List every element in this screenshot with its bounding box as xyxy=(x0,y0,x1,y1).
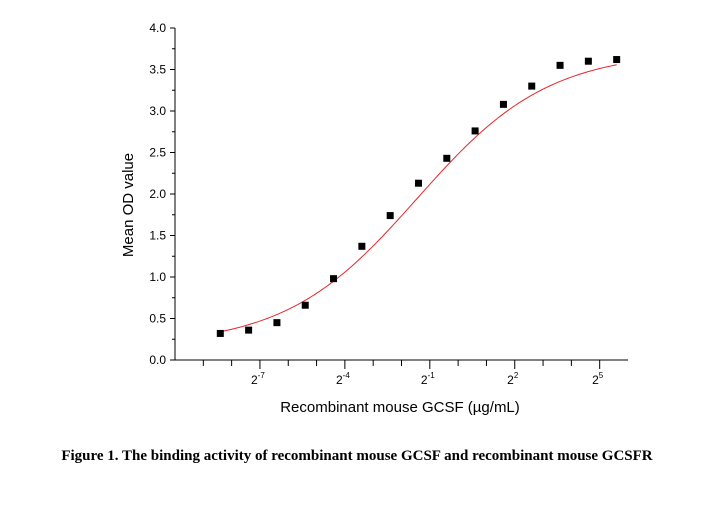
y-axis-title: Mean OD value xyxy=(120,153,137,257)
x-tick-label: 2-1 xyxy=(421,371,435,387)
data-point xyxy=(216,329,224,337)
data-point xyxy=(386,212,394,220)
figure-caption: Figure 1. The binding activity of recomb… xyxy=(61,448,653,464)
data-point xyxy=(499,100,507,108)
chart: 2-7 2-4 2-1 22 25 0.0 0.5 1.0 1.5 2.0 2.5 3.0 3.5 4.… xyxy=(120,21,628,416)
y-tick-label: 3.0 xyxy=(149,104,166,118)
y-tick-label: 0.5 xyxy=(149,312,166,326)
x-tick-label: 2-4 xyxy=(336,371,350,387)
y-tick-label: 1.5 xyxy=(149,229,166,243)
data-point xyxy=(613,56,621,64)
x-axis: 2-7 2-4 2-1 22 25 xyxy=(175,359,628,387)
data-point xyxy=(358,242,366,250)
x-tick-label: 22 xyxy=(507,371,519,387)
data-point xyxy=(301,301,309,309)
y-tick-label: 0.0 xyxy=(149,353,166,367)
y-tick-label: 3.5 xyxy=(149,63,166,77)
y-tick-label: 4.0 xyxy=(149,21,166,35)
x-tick-label: 25 xyxy=(592,371,604,387)
fit-curve xyxy=(220,64,617,333)
data-point xyxy=(330,275,338,283)
data-point xyxy=(414,179,422,187)
data-points xyxy=(216,56,621,337)
data-point xyxy=(528,82,536,90)
x-axis-title: Recombinant mouse GCSF (µg/mL) xyxy=(280,399,520,416)
y-tick-label: 2.0 xyxy=(149,187,166,201)
data-point xyxy=(584,57,592,65)
data-point xyxy=(273,319,281,327)
data-point xyxy=(556,61,564,69)
y-tick-label: 1.0 xyxy=(149,270,166,284)
data-point xyxy=(471,127,479,135)
y-tick-label: 2.5 xyxy=(149,146,166,160)
y-axis: 0.0 0.5 1.0 1.5 2.0 2.5 3.0 3.5 4.0 xyxy=(149,21,176,367)
x-tick-label: 2-7 xyxy=(251,371,265,387)
data-point xyxy=(245,326,253,334)
data-point xyxy=(443,154,451,162)
